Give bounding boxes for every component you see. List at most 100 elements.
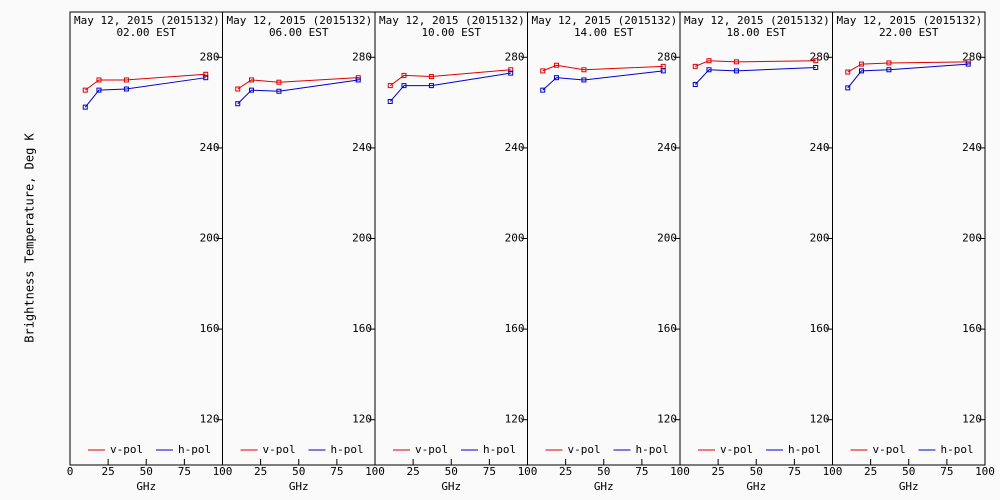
marker	[355, 77, 361, 83]
x-tick-label: 75	[788, 465, 801, 478]
x-tick-label: 50	[902, 465, 915, 478]
marker	[845, 69, 851, 75]
x-tick-label: 75	[483, 465, 496, 478]
y-tick-label: 120	[200, 413, 220, 426]
marker	[660, 68, 666, 74]
y-tick-label: 280	[810, 50, 830, 63]
marker	[886, 60, 892, 66]
y-tick-label: 120	[505, 413, 525, 426]
panel-title: May 12, 2015 (2015132)	[227, 14, 373, 27]
y-tick-label: 240	[962, 141, 982, 154]
legend-label: h-pol	[331, 443, 364, 456]
series-line	[389, 69, 511, 87]
marker	[660, 63, 666, 69]
marker	[248, 77, 254, 83]
y-tick-label: 120	[657, 413, 677, 426]
y-tick-label: 200	[200, 232, 220, 245]
legend-label: h-pol	[483, 443, 516, 456]
y-tick-label: 280	[352, 50, 372, 63]
marker	[235, 101, 241, 107]
y-tick-label: 200	[657, 232, 677, 245]
x-tick-label: 100	[213, 465, 233, 478]
series-line	[84, 77, 206, 108]
marker	[706, 67, 712, 73]
series-line	[847, 61, 969, 73]
x-axis-label: GHz	[899, 480, 919, 493]
panel-title: May 12, 2015 (2015132)	[837, 14, 983, 27]
panel-title: May 12, 2015 (2015132)	[684, 14, 830, 27]
y-tick-label: 280	[200, 50, 220, 63]
legend-label: h-pol	[636, 443, 669, 456]
series-line	[84, 73, 206, 91]
x-tick-label: 50	[750, 465, 763, 478]
x-tick-label: 100	[975, 465, 995, 478]
x-axis-label: GHz	[441, 480, 461, 493]
panel-title: May 12, 2015 (2015132)	[532, 14, 678, 27]
panel-subtitle: 14.00 EST	[574, 26, 634, 39]
marker	[387, 98, 393, 104]
series-line	[389, 72, 511, 102]
marker	[248, 87, 254, 93]
marker	[886, 67, 892, 73]
legend-label: v-pol	[263, 443, 296, 456]
legend-label: h-pol	[178, 443, 211, 456]
y-tick-label: 200	[505, 232, 525, 245]
x-tick-label: 100	[823, 465, 843, 478]
marker	[508, 70, 514, 76]
panel-subtitle: 10.00 EST	[421, 26, 481, 39]
marker	[276, 88, 282, 94]
panel-title: May 12, 2015 (2015132)	[74, 14, 220, 27]
y-tick-label: 240	[810, 141, 830, 154]
x-tick-label: 100	[670, 465, 690, 478]
x-tick-label: 50	[140, 465, 153, 478]
marker	[553, 62, 559, 68]
y-tick-label: 200	[962, 232, 982, 245]
marker	[692, 81, 698, 87]
x-tick-label: 25	[559, 465, 572, 478]
x-tick-label: 0	[67, 465, 74, 478]
series-line	[237, 79, 359, 105]
y-tick-label: 120	[962, 413, 982, 426]
x-tick-label: 25	[407, 465, 420, 478]
marker	[706, 58, 712, 64]
y-tick-label: 120	[810, 413, 830, 426]
marker	[401, 72, 407, 78]
marker	[82, 104, 88, 110]
marker	[428, 83, 434, 89]
legend-label: v-pol	[873, 443, 906, 456]
marker	[858, 61, 864, 67]
marker	[123, 77, 129, 83]
x-axis-label: GHz	[289, 480, 309, 493]
marker	[96, 87, 102, 93]
x-tick-label: 75	[178, 465, 191, 478]
x-tick-label: 75	[635, 465, 648, 478]
y-tick-label: 160	[962, 322, 982, 335]
x-tick-label: 25	[864, 465, 877, 478]
marker	[82, 87, 88, 93]
series-line	[237, 77, 359, 90]
y-tick-label: 240	[200, 141, 220, 154]
marker	[965, 61, 971, 67]
legend-label: h-pol	[788, 443, 821, 456]
y-tick-label: 120	[352, 413, 372, 426]
panel-subtitle: 02.00 EST	[116, 26, 176, 39]
x-tick-label: 100	[518, 465, 538, 478]
marker	[235, 86, 241, 92]
y-tick-label: 280	[962, 50, 982, 63]
y-tick-label: 200	[352, 232, 372, 245]
series-line	[542, 70, 664, 91]
x-tick-label: 100	[365, 465, 385, 478]
x-tick-label: 50	[445, 465, 458, 478]
y-axis-label: Brightness Temperature, Deg K	[23, 132, 37, 342]
panel-subtitle: 06.00 EST	[269, 26, 329, 39]
marker	[401, 83, 407, 89]
y-tick-label: 200	[810, 232, 830, 245]
y-tick-label: 160	[810, 322, 830, 335]
legend-label: v-pol	[415, 443, 448, 456]
series-line	[695, 60, 816, 67]
y-tick-label: 160	[505, 322, 525, 335]
x-tick-label: 25	[102, 465, 115, 478]
x-tick-label: 25	[254, 465, 267, 478]
x-axis-label: GHz	[594, 480, 614, 493]
